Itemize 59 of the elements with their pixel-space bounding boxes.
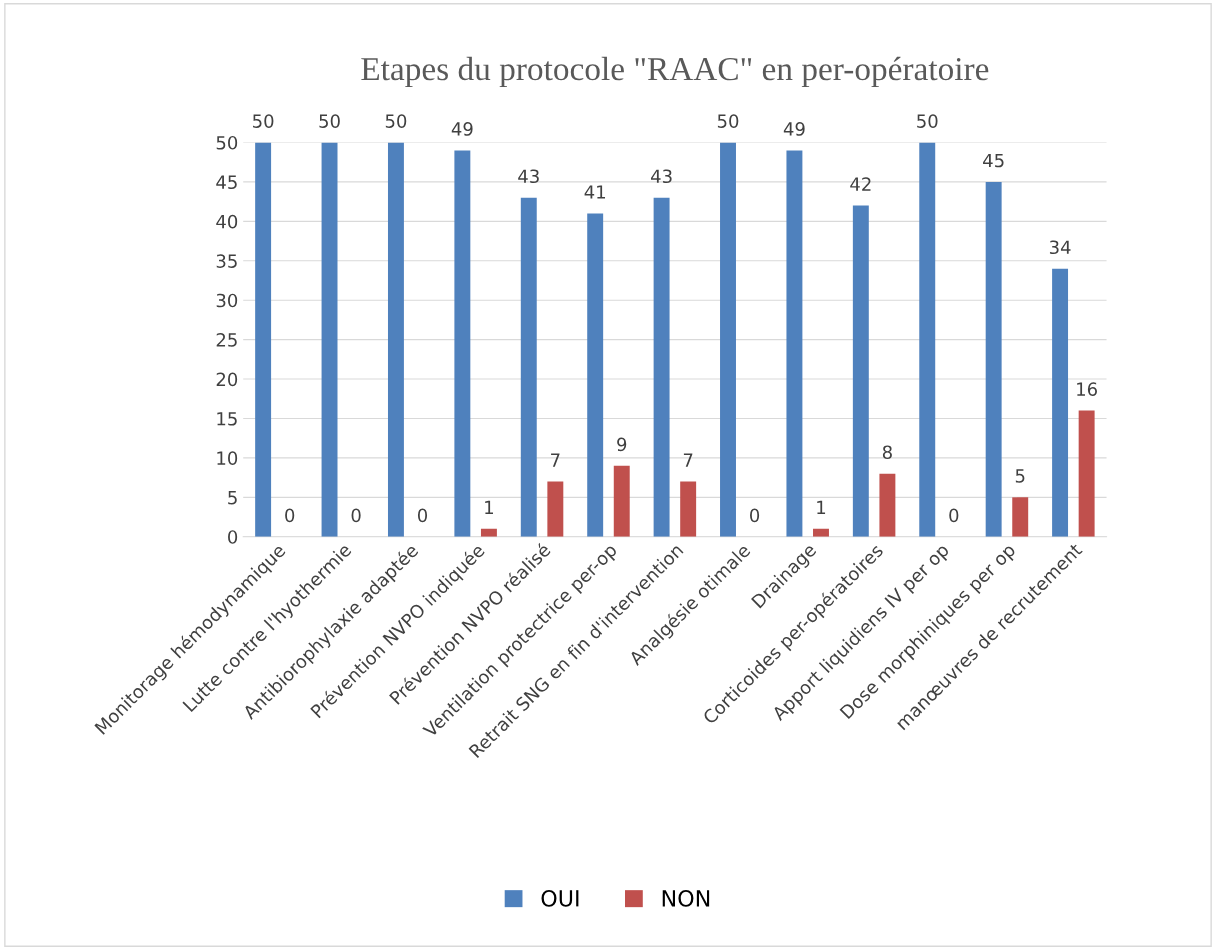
y-tick-label: 15 xyxy=(217,412,237,426)
data-label: 43 xyxy=(518,169,539,184)
bar xyxy=(321,142,338,537)
data-label: 50 xyxy=(253,114,274,128)
y-tick-label: 30 xyxy=(216,293,238,308)
legend-label: NON xyxy=(662,889,710,907)
bar xyxy=(520,197,537,537)
y-tick-label: 20 xyxy=(216,372,238,387)
data-label: 50 xyxy=(319,114,340,128)
data-label: 9 xyxy=(617,437,627,452)
legend-label: OUI xyxy=(541,889,579,907)
y-tick-label: 45 xyxy=(216,175,237,190)
data-label: 41 xyxy=(584,185,606,199)
bar xyxy=(454,150,471,537)
bar xyxy=(255,142,272,537)
data-label: 1 xyxy=(817,500,826,514)
y-tick-label: 50 xyxy=(216,135,238,150)
data-label: 0 xyxy=(285,508,295,523)
data-label: 0 xyxy=(750,508,760,523)
bar xyxy=(985,181,1002,537)
bar xyxy=(1078,410,1095,537)
y-tick-label: 10 xyxy=(217,451,238,466)
bar xyxy=(852,205,869,537)
data-label: 5 xyxy=(1015,469,1025,483)
bar xyxy=(587,213,604,537)
bar xyxy=(547,481,564,537)
data-label: 49 xyxy=(451,122,473,136)
data-label: 49 xyxy=(783,122,805,136)
bar xyxy=(653,197,670,537)
bar xyxy=(879,473,896,537)
data-label: 0 xyxy=(351,508,361,523)
data-label: 7 xyxy=(551,453,560,467)
y-tick-label: 0 xyxy=(228,530,238,544)
data-label: 1 xyxy=(485,500,493,514)
y-tick-label: 40 xyxy=(216,214,238,229)
y-tick-label: 25 xyxy=(216,333,237,347)
data-label: 0 xyxy=(949,508,959,523)
bar xyxy=(919,142,936,537)
data-label: 50 xyxy=(385,114,407,128)
data-label: 8 xyxy=(882,445,892,460)
data-label: 50 xyxy=(717,114,739,128)
bar xyxy=(680,481,697,537)
bar xyxy=(786,150,803,537)
y-tick-label: 5 xyxy=(228,491,237,505)
data-label: 16 xyxy=(1077,382,1097,396)
data-label: 0 xyxy=(417,508,428,523)
bar xyxy=(1052,268,1069,537)
chart-title: Etapes du protocole "RAAC" en per-opératoire xyxy=(361,56,989,88)
data-label: 7 xyxy=(683,453,693,467)
data-label: 42 xyxy=(850,177,871,191)
bar xyxy=(613,465,630,537)
y-tick-label: 35 xyxy=(216,254,237,268)
bar xyxy=(1012,497,1029,537)
bar xyxy=(720,142,736,537)
data-label: 34 xyxy=(1049,240,1071,255)
data-label: 45 xyxy=(983,153,1004,168)
bar xyxy=(387,142,404,537)
data-label: 50 xyxy=(917,114,938,128)
data-label: 43 xyxy=(650,169,672,184)
